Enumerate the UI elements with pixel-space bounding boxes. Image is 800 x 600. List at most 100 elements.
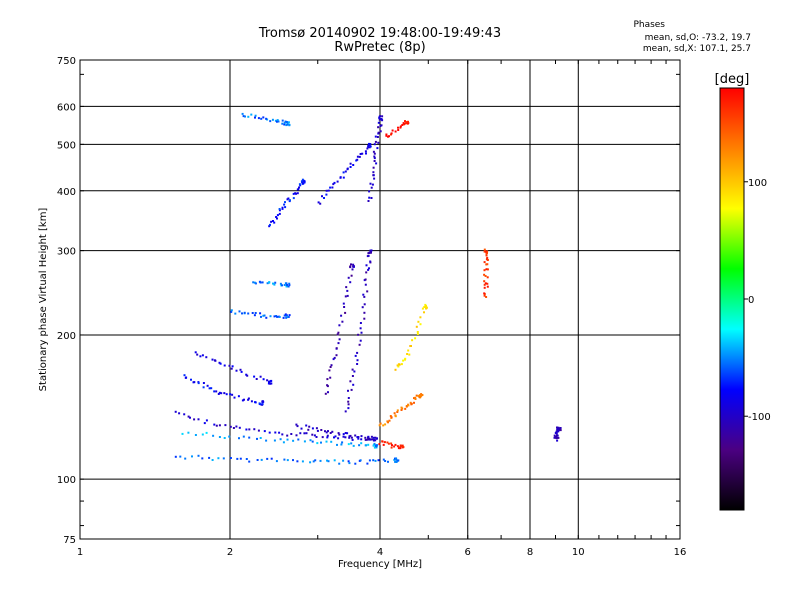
data-point — [348, 436, 351, 439]
data-point — [373, 157, 376, 160]
data-point — [374, 140, 377, 143]
data-point — [287, 197, 290, 200]
data-point — [241, 312, 243, 315]
data-point — [267, 382, 270, 385]
data-point — [369, 260, 372, 263]
data-point — [178, 412, 181, 415]
data-point — [367, 146, 370, 148]
data-point — [282, 441, 285, 444]
data-point — [342, 302, 345, 305]
data-point — [364, 278, 367, 281]
data-point — [555, 436, 558, 438]
data-point — [283, 458, 286, 461]
data-point — [253, 428, 256, 431]
data-point — [250, 113, 253, 116]
data-point — [359, 153, 362, 155]
data-point — [219, 362, 222, 365]
data-point — [405, 405, 408, 408]
data-point — [199, 355, 202, 358]
data-point — [366, 147, 369, 150]
data-point — [248, 436, 251, 439]
data-point — [419, 323, 422, 326]
data-point — [390, 446, 393, 449]
data-point — [296, 192, 299, 195]
data-point — [386, 420, 389, 423]
data-point — [553, 434, 556, 437]
data-point — [376, 136, 379, 138]
data-point — [205, 431, 208, 434]
data-point — [284, 201, 286, 204]
data-point — [265, 316, 268, 319]
data-point — [338, 433, 341, 436]
data-point — [248, 460, 251, 463]
data-point — [214, 359, 217, 362]
data-point — [281, 119, 284, 122]
data-point — [326, 436, 329, 439]
data-point — [283, 203, 286, 206]
data-point — [336, 180, 339, 183]
data-point — [349, 281, 352, 284]
data-point — [228, 435, 231, 438]
data-point — [288, 314, 291, 317]
data-point — [394, 443, 397, 446]
data-point — [281, 284, 283, 287]
data-point — [218, 436, 221, 438]
data-point — [315, 427, 318, 430]
data-point — [208, 456, 211, 459]
data-point — [417, 320, 420, 323]
data-point — [300, 180, 303, 183]
data-point — [217, 393, 220, 395]
data-point — [373, 438, 376, 441]
data-point — [324, 430, 326, 433]
data-point — [366, 462, 369, 465]
data-point — [348, 462, 351, 465]
data-point — [321, 195, 323, 198]
data-point — [483, 294, 486, 297]
data-point — [252, 281, 255, 284]
data-point — [278, 431, 281, 434]
data-point — [424, 303, 427, 306]
data-point — [301, 460, 304, 463]
data-point — [319, 202, 322, 205]
data-point — [238, 426, 241, 429]
data-point — [273, 283, 276, 286]
data-point — [246, 374, 249, 377]
data-point — [256, 459, 259, 461]
data-point — [325, 440, 328, 443]
data-point — [395, 458, 398, 461]
data-point — [286, 123, 289, 126]
colorbar-tick-label: 100 — [748, 178, 767, 189]
colorbar-gradient — [719, 87, 745, 511]
data-point — [183, 374, 186, 377]
data-point — [184, 457, 187, 460]
data-point — [276, 315, 279, 318]
data-point — [299, 432, 302, 435]
data-point — [381, 440, 384, 443]
data-point — [327, 430, 329, 433]
data-point — [256, 437, 258, 440]
data-point — [215, 424, 218, 427]
data-point — [378, 116, 381, 119]
data-point — [218, 391, 221, 394]
data-point — [346, 168, 349, 171]
data-point — [382, 424, 385, 427]
data-point — [324, 392, 327, 395]
data-point — [483, 269, 486, 272]
data-point — [329, 186, 332, 189]
data-point — [555, 430, 558, 433]
data-point — [302, 182, 305, 185]
data-point — [241, 112, 244, 115]
data-point — [271, 118, 274, 121]
data-point — [228, 364, 231, 367]
data-point — [377, 126, 380, 129]
data-point — [346, 294, 349, 297]
data-point — [393, 445, 396, 448]
data-point — [353, 370, 356, 373]
data-point — [375, 437, 378, 440]
data-point — [484, 282, 487, 285]
data-point — [283, 284, 286, 286]
x-tick-label: 2 — [227, 547, 233, 558]
data-point — [486, 276, 489, 279]
data-point — [342, 433, 345, 436]
data-point — [288, 282, 291, 285]
